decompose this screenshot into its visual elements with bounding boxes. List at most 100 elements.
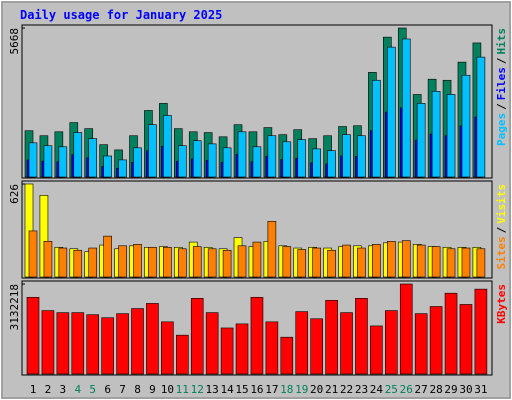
bar [267,220,277,278]
bar [222,147,232,178]
bar [461,74,471,178]
bar [429,306,443,375]
x-tick-label: 12 [191,383,204,396]
bar [133,244,142,278]
bar [178,248,187,278]
bar [476,56,486,178]
bar [372,79,381,178]
legend: Sites / Visits [495,184,508,270]
bar [297,249,307,278]
legend-entry: Visits [495,184,508,224]
x-tick-label: 17 [265,383,278,396]
bar [342,134,351,178]
y-tick-label: 626 [8,184,21,204]
x-tick-label: 20 [310,383,323,396]
bar [252,241,262,278]
bar [41,310,55,375]
bar [340,312,353,375]
legend-entry: Sites [495,236,508,269]
legend-separator: / [495,103,508,110]
bar [163,246,172,278]
bar [282,246,292,278]
bar [399,283,413,375]
x-tick-label: 22 [340,383,353,396]
y-tick-label: 5668 [8,28,21,55]
x-tick-label: 15 [235,383,248,396]
bar [190,298,204,375]
x-tick-label: 2 [45,383,52,396]
x-tick-label: 23 [355,383,368,396]
bar [237,131,247,178]
x-tick-label: 5 [89,383,96,396]
x-tick-label: 7 [119,383,126,396]
x-tick-label: 14 [220,383,234,396]
bar [416,103,426,178]
bar [342,244,351,278]
bar [192,140,202,178]
bar [28,230,38,278]
x-tick-label: 27 [415,383,428,396]
bar [431,91,441,178]
bar [58,247,68,278]
bar [28,142,38,178]
bar [58,146,68,178]
bar [207,143,217,178]
bar [387,46,396,178]
bar [267,135,277,178]
bar [252,146,262,178]
bar [71,312,85,375]
bar [327,249,336,278]
bar [401,38,411,178]
bar [220,327,234,375]
x-tick-label: 18 [280,383,293,396]
bar [43,241,53,278]
bar [192,246,202,278]
x-tick-label: 24 [370,383,384,396]
x-tick-label: 11 [176,383,189,396]
legend-entry: Hits [495,28,508,55]
bar [235,323,249,375]
x-tick-label: 9 [149,383,156,396]
bar [461,247,471,278]
x-tick-label: 4 [74,383,81,396]
chart-title: Daily usage for January 2025 [20,8,222,22]
bar [401,240,411,278]
x-tick-label: 30 [459,383,472,396]
bar [372,244,381,278]
bar [250,296,264,375]
x-tick-label: 3 [60,383,67,396]
bar [357,135,366,178]
bar [295,311,309,375]
bar [116,313,129,375]
bar [446,94,456,178]
legend-entry: KBytes [495,284,508,324]
bar [176,334,189,375]
legend-entry: Pages [495,113,508,146]
bar [355,298,368,375]
bar [163,115,172,178]
bar [310,318,323,375]
bar [297,139,307,178]
bar [101,317,114,375]
bar [205,312,219,375]
bar [56,312,70,375]
bar [459,304,473,375]
legend: KBytes [495,284,508,324]
bar [118,159,127,178]
x-tick-label: 19 [295,383,308,396]
bar [131,308,144,375]
bar [414,313,428,375]
x-tick-label: 10 [161,383,174,396]
bar [161,321,174,375]
x-tick-label: 8 [134,383,141,396]
bar [385,310,398,375]
x-tick-label: 25 [385,383,398,396]
bar [282,141,292,178]
bar [327,150,336,178]
x-tick-label: 13 [206,383,219,396]
bar [222,249,232,278]
x-tick-label: 6 [104,383,111,396]
bar [325,300,338,375]
